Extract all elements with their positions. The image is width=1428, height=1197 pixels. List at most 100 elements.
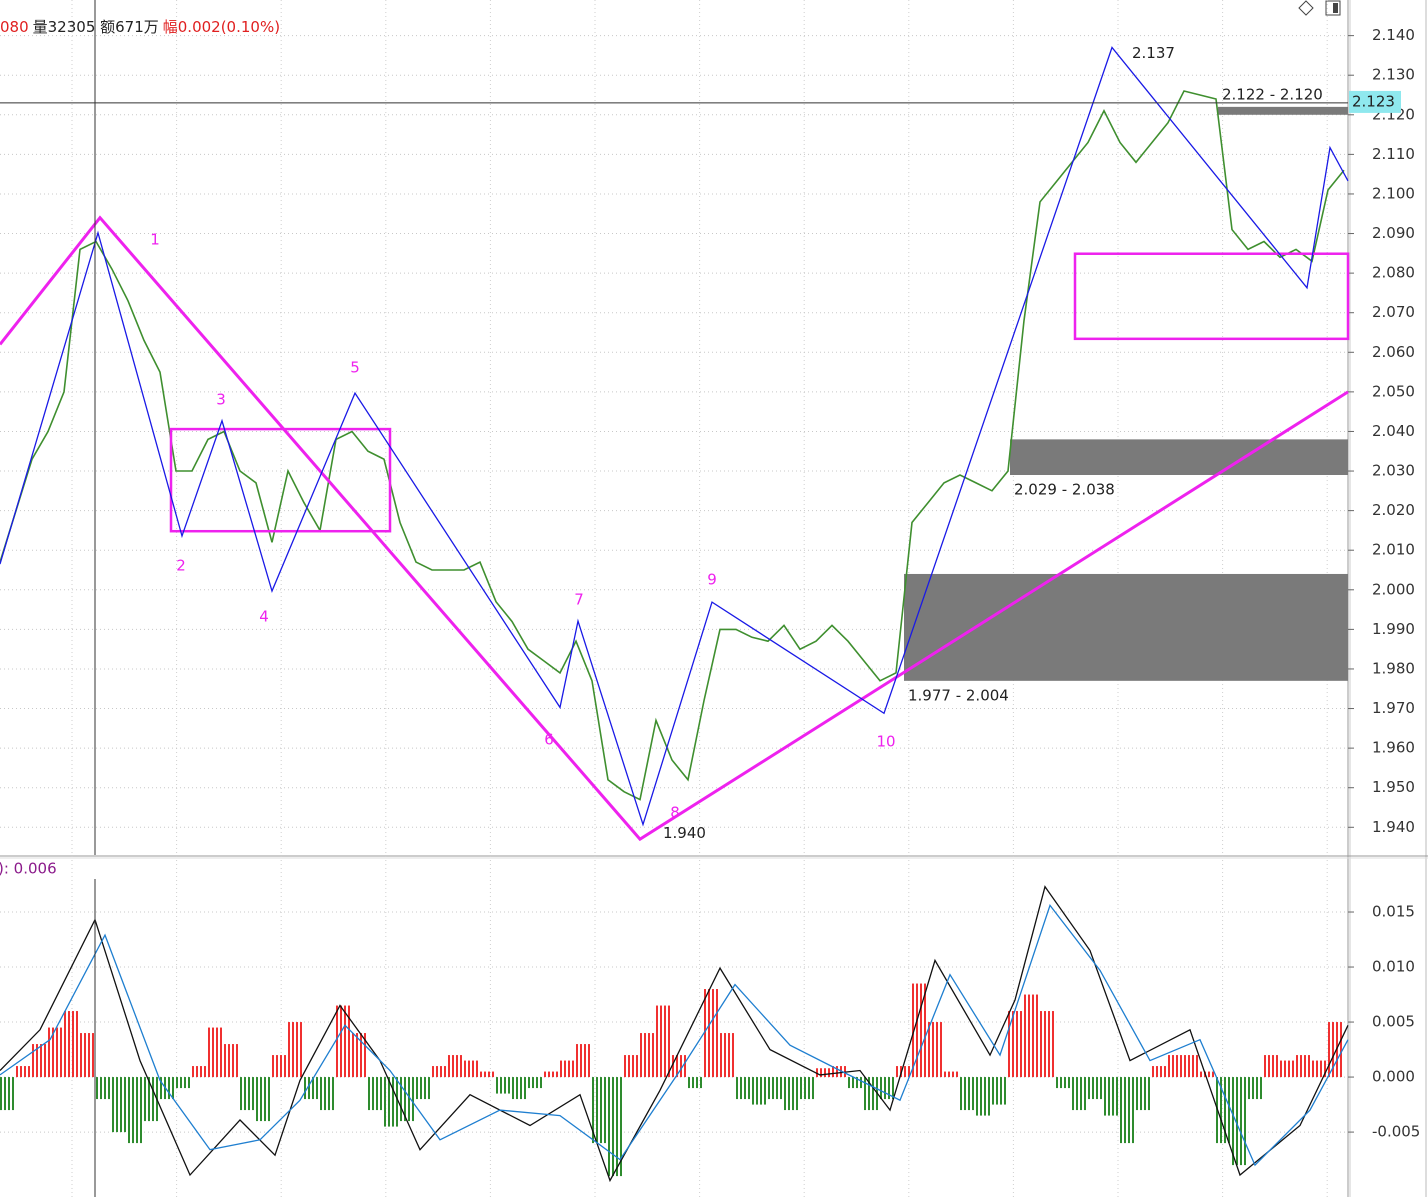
macd-bar [320,1077,336,1111]
macd-bar [928,1022,944,1078]
macd-bar [1072,1077,1088,1111]
macd-bar [960,1077,976,1111]
diamond-icon[interactable] [1298,0,1314,16]
macd-bar [784,1077,800,1111]
dif-line [0,885,1349,1183]
macd-bar [832,1066,848,1078]
macd-bar [1120,1077,1136,1144]
macd-bar [1040,1011,1056,1078]
macd-bar [1168,1055,1184,1078]
y-tick-label: 2.140 [1372,26,1415,44]
y-tick-label: 2.000 [1372,580,1415,598]
macd-bar [1184,1055,1200,1078]
macd-bar [448,1055,464,1078]
macd-bar [1104,1077,1120,1116]
macd-bar [976,1077,992,1116]
macd-bar [160,1077,176,1100]
macd-bar [192,1066,208,1078]
y-tick-label: 2.050 [1372,382,1415,400]
macd-bar [736,1077,752,1100]
macd-bar [880,1077,896,1100]
wave-label: 9 [707,571,717,589]
y-tick-label: 2.070 [1372,303,1415,321]
trend-line [0,215,1349,842]
y-tick-label: -0.005 [1372,1123,1420,1141]
window-icon[interactable] [1325,0,1341,16]
dea-line [0,904,1349,1167]
macd-bar [576,1044,592,1078]
macd-bar [944,1071,960,1078]
macd-bar [48,1027,64,1078]
macd-bar [304,1077,320,1100]
wave-label: 5 [350,359,360,377]
y-tick-label: 0.005 [1372,1013,1415,1031]
current-price-label: 2.123 [1352,92,1395,110]
wave-label: 1 [150,231,160,249]
y-tick-label: 1.940 [1372,818,1415,836]
macd-bar [64,1011,80,1078]
macd-bar [16,1066,32,1078]
macd-bar [1216,1077,1232,1144]
extreme-label: 2.137 [1132,44,1175,62]
macd-bar [560,1060,576,1078]
wave-label: 6 [544,731,554,749]
macd-bar [288,1022,304,1078]
zone [1218,106,1348,115]
wave-label: 3 [216,391,226,409]
macd-bar [816,1068,832,1078]
macd-bar [512,1077,528,1100]
zigzag-line [0,46,1349,827]
y-tick-label: 0.000 [1372,1068,1415,1086]
indicator-title: ): 0.006 [0,860,57,878]
y-tick-label: 1.990 [1372,620,1415,638]
macd-bar [656,1005,672,1078]
macd-bar [1088,1077,1104,1100]
macd-bar [416,1077,432,1100]
macd-bar [1024,994,1040,1078]
macd-bar [32,1044,48,1078]
macd-bar [672,1055,688,1078]
macd-bar [176,1077,192,1089]
macd-bar [384,1077,400,1127]
y-tick-label: 1.980 [1372,659,1415,677]
macd-bar [752,1077,768,1105]
macd-bar [80,1033,96,1078]
y-tick-label: 2.040 [1372,422,1415,440]
macd-bar [400,1077,416,1122]
macd-bar [768,1077,784,1100]
y-tick-label: 1.960 [1372,739,1415,757]
macd-bar [1280,1060,1296,1078]
macd-bar [112,1077,128,1133]
macd-bar [224,1044,240,1078]
window-icon-fill [1333,3,1338,13]
macd-bar [896,1066,912,1078]
macd-bar [208,1027,224,1078]
macd-bar [1056,1077,1072,1089]
wave-label: 7 [574,591,584,609]
y-tick-label: 1.950 [1372,778,1415,796]
macd-bar [96,1077,112,1100]
macd-bar [1152,1066,1168,1078]
macd-bar [1312,1060,1328,1078]
macd-bar [608,1077,624,1177]
macd-bar [1200,1071,1216,1078]
macd-bar [1232,1077,1248,1166]
wave-label: 8 [670,804,680,822]
macd-bar [480,1071,496,1078]
current-price-box [1349,90,1401,113]
y-tick-label: 2.030 [1372,462,1415,480]
macd-bar [368,1077,384,1111]
header-segment: 080 [0,18,29,36]
price-line [0,90,1345,801]
macd-bar [528,1077,544,1089]
header-segment: 量32305 额671万 [33,18,159,36]
macd-bar [624,1055,640,1078]
wave-label: 2 [176,557,186,575]
header-segment: 幅0.002(0.10%) [163,18,280,36]
range-box [1073,252,1350,341]
wave-label: 4 [259,608,269,626]
macd-bar [1296,1055,1312,1078]
macd-bar [464,1060,480,1078]
zone-label: 2.029 - 2.038 [1014,481,1115,499]
y-tick-label: 2.090 [1372,224,1415,242]
